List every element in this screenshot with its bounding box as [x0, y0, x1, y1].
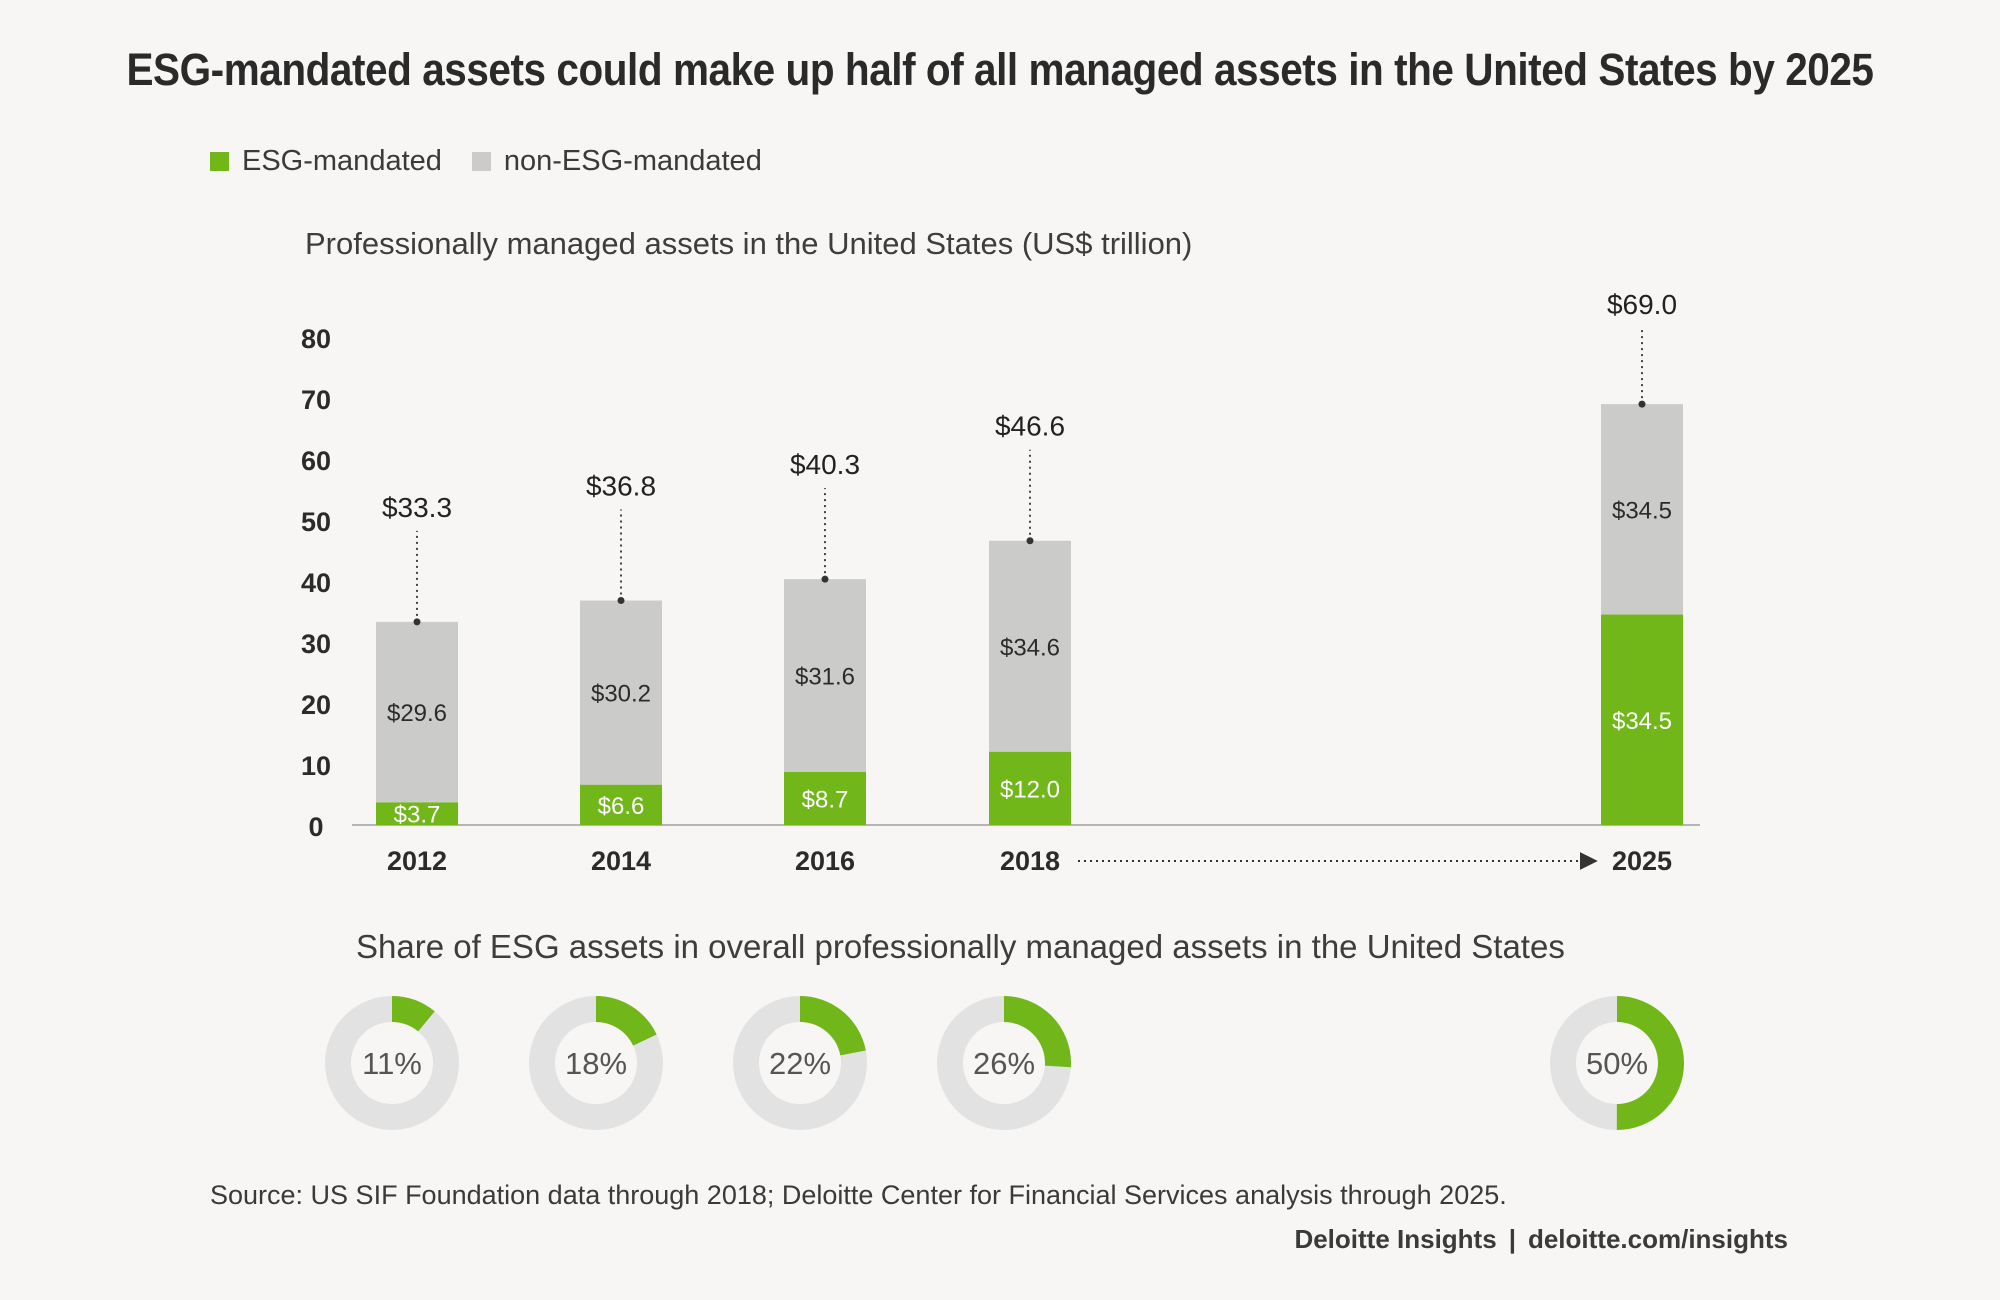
donut-segment-esg [1550, 996, 1684, 1130]
x-tick-label: 2018 [1000, 846, 1060, 876]
bar-segment-esg [376, 802, 458, 825]
footer: Deloitte Insights | deloitte.com/insights [1294, 1224, 1788, 1255]
bar-label-esg: $8.7 [802, 786, 849, 813]
y-tick-label: 50 [301, 507, 331, 537]
donut-segment-esg [937, 996, 1071, 1130]
bar-segment-non-esg [376, 621, 458, 803]
total-label: $46.6 [995, 411, 1065, 442]
total-marker-dot [821, 575, 829, 583]
bar-segment-esg [784, 771, 866, 825]
y-tick-label: 0 [308, 812, 323, 842]
legend-item-esg: ESG-mandated [210, 145, 442, 178]
donut-label: 26% [973, 1046, 1035, 1081]
donut-segment-esg [529, 996, 663, 1130]
bar-segment-non-esg [784, 579, 866, 772]
x-tick-label: 2012 [387, 846, 447, 876]
donut-segment-esg [733, 996, 867, 1130]
bar-label-esg: $6.6 [598, 793, 645, 820]
x-tick-label: 2016 [795, 846, 855, 876]
source-note: Source: US SIF Foundation data through 2… [210, 1180, 1507, 1210]
total-label: $69.0 [1607, 289, 1677, 320]
legend-label-esg: ESG-mandated [242, 145, 442, 177]
donut-segment-esg [325, 996, 459, 1130]
y-tick-label: 60 [301, 446, 331, 476]
footer-url: deloitte.com/insights [1527, 1224, 1788, 1254]
bar-chart-title: Professionally managed assets in the Uni… [305, 226, 1193, 261]
bar-label-non-esg: $30.2 [591, 681, 651, 708]
y-tick-label: 10 [301, 751, 331, 781]
bar-segment-non-esg [989, 540, 1071, 752]
y-tick-label: 80 [301, 324, 331, 354]
legend-label-non-esg: non-ESG-mandated [503, 145, 762, 177]
y-tick-label: 40 [301, 568, 331, 598]
chart-title: ESG-mandated assets could make up half o… [126, 44, 1874, 95]
bar-segment-esg [1601, 614, 1683, 825]
bar-label-non-esg: $34.5 [1612, 497, 1672, 524]
legend-swatch-non-esg [471, 152, 491, 171]
bar-label-non-esg: $31.6 [795, 664, 855, 691]
chart-canvas: 0 10 20 30 40 50 60 70 80 $29.6 $3.7 $33.3 2012 $30.2… [301, 289, 1700, 1130]
total-marker-dot [1026, 537, 1034, 545]
bar-label-non-esg: $34.6 [1000, 634, 1060, 661]
footer-separator: | [1508, 1224, 1516, 1254]
bar-label-esg: $3.7 [394, 802, 441, 829]
total-label: $33.3 [382, 492, 452, 523]
bar-label-esg: $34.5 [1612, 708, 1672, 735]
donut-label: 18% [565, 1046, 627, 1081]
donut-label: 22% [769, 1046, 831, 1081]
legend-item-non-esg: non-ESG-mandated [471, 145, 762, 178]
x-tick-label: 2014 [591, 846, 651, 876]
bar-label-non-esg: $29.6 [387, 700, 447, 727]
x-tick-label: 2025 [1612, 846, 1672, 876]
bar-segment-non-esg [580, 600, 662, 785]
legend-swatch-esg [210, 152, 229, 171]
bar-label-esg: $12.0 [1000, 776, 1060, 803]
total-marker-dot [617, 597, 625, 605]
bar-segment-non-esg [1601, 404, 1683, 615]
total-label: $40.3 [790, 449, 860, 480]
y-tick-label: 30 [301, 629, 331, 659]
bar-segment-esg [989, 751, 1071, 825]
total-label: $36.8 [586, 471, 656, 502]
donut-chart-title: Share of ESG assets in overall professio… [356, 928, 1565, 965]
donut-label: 11% [362, 1046, 422, 1081]
footer-brand: Deloitte Insights [1294, 1224, 1497, 1254]
y-tick-label: 20 [301, 690, 331, 720]
bar-segment-esg [580, 784, 662, 825]
y-tick-label: 70 [301, 385, 331, 415]
total-marker-dot [1638, 400, 1646, 408]
legend: ESG-mandated non-ESG-mandated [210, 145, 792, 178]
total-marker-dot [413, 618, 421, 626]
donut-label: 50% [1586, 1046, 1648, 1081]
